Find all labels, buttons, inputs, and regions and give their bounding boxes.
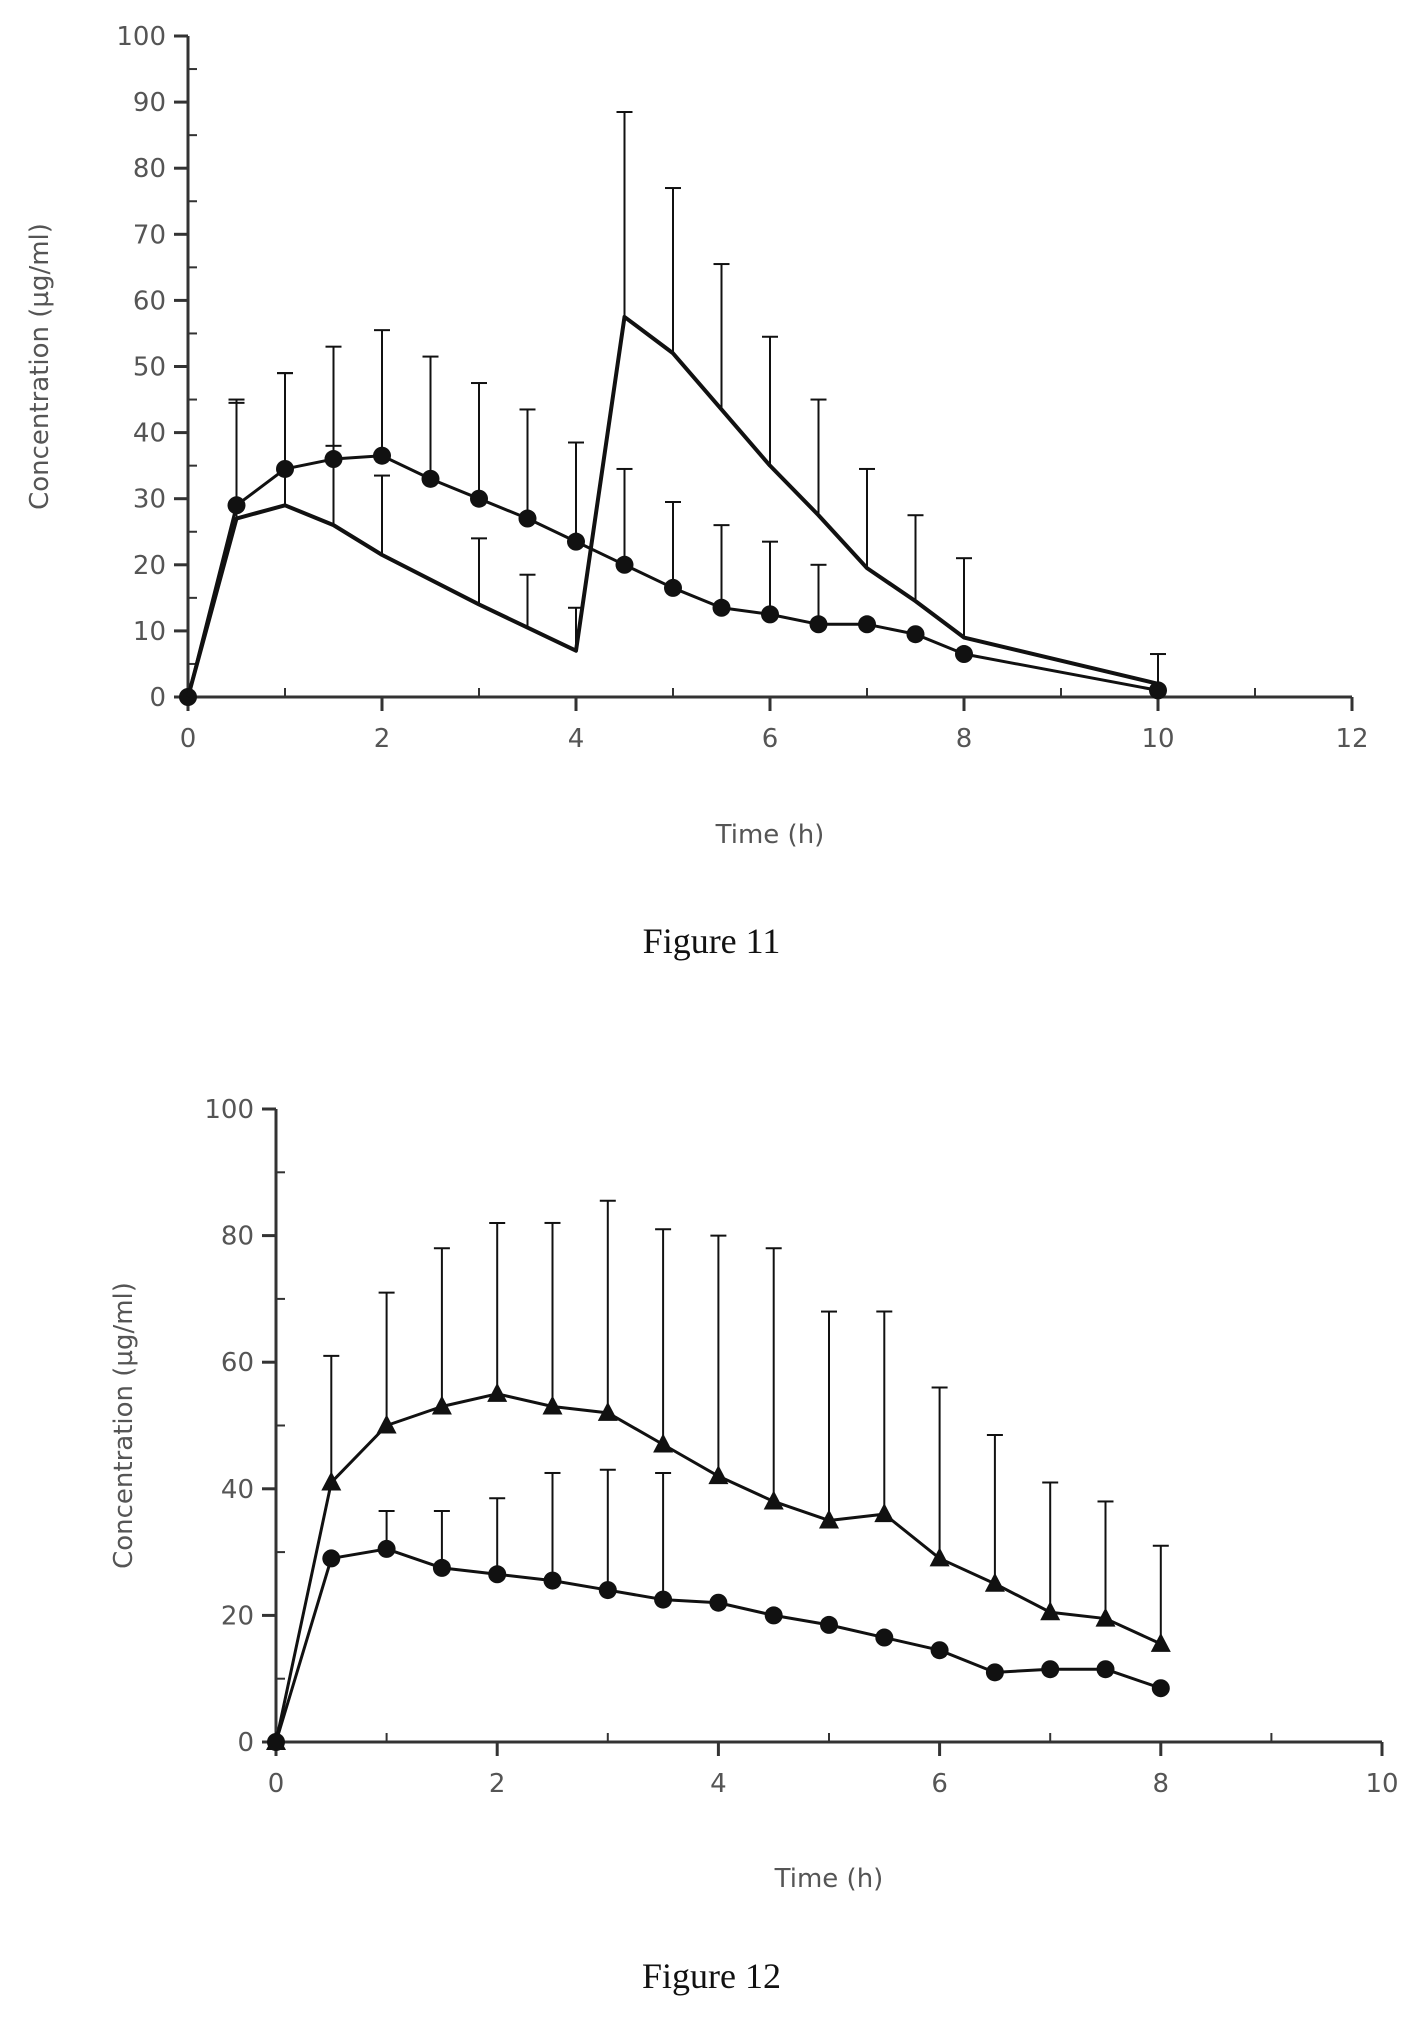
figure-11-caption: Figure 11 <box>642 921 781 961</box>
y-tick-label: 80 <box>133 154 166 184</box>
y-tick-label: 20 <box>221 1601 254 1631</box>
y-tick-label: 80 <box>221 1222 254 1252</box>
data-point-circle <box>930 1641 949 1660</box>
data-point-circle <box>377 1539 396 1558</box>
data-point-triangle <box>597 1401 618 1421</box>
data-point-circle <box>1096 1660 1115 1679</box>
y-tick-label: 100 <box>116 22 166 52</box>
data-point-circle <box>432 1558 451 1577</box>
data-point-triangle <box>874 1503 895 1523</box>
data-point-circle <box>1041 1660 1060 1679</box>
data-point-circle <box>567 532 585 551</box>
data-point-circle <box>373 446 391 465</box>
data-point-triangle <box>542 1395 563 1415</box>
x-tick-label: 6 <box>762 724 779 754</box>
x-tick-label: 10 <box>1365 1769 1398 1799</box>
data-point-triangle <box>708 1465 729 1485</box>
data-point-triangle <box>376 1414 397 1434</box>
data-point-triangle <box>321 1471 342 1491</box>
data-point-circle <box>709 1593 728 1612</box>
data-point-circle <box>488 1565 507 1584</box>
x-axis-title: Time (h) <box>715 820 825 850</box>
figure-12-chart: 0 20 40 60 80 100 0 2 4 6 8 10 Time (h) Concentration… <box>109 1095 1399 1894</box>
data-point-circle <box>615 555 634 574</box>
data-point-circle <box>598 1581 617 1600</box>
x-tick-label: 0 <box>180 724 197 754</box>
data-point-circle <box>761 605 779 624</box>
y-tick-label: 60 <box>133 286 166 316</box>
data-point-circle <box>906 625 925 644</box>
data-point-circle <box>664 578 682 597</box>
series-2-line <box>274 1547 1162 1743</box>
data-point-circle <box>470 489 488 508</box>
x-axis-title: Time (h) <box>774 1864 884 1894</box>
data-point-circle <box>543 1571 562 1590</box>
data-point-triangle <box>431 1395 452 1415</box>
x-tick-label: 6 <box>931 1769 948 1799</box>
x-tick-label: 2 <box>489 1769 506 1799</box>
x-tick-label: 4 <box>568 724 585 754</box>
data-point-circle <box>809 615 828 634</box>
data-point-triangle <box>487 1382 508 1402</box>
y-tick-label: 40 <box>221 1475 254 1505</box>
y-tick-label: 100 <box>204 1095 254 1125</box>
data-point-circle <box>712 598 731 617</box>
data-point-circle <box>1149 681 1167 700</box>
data-point-triangle <box>984 1572 1005 1592</box>
y-tick-label: 0 <box>237 1728 254 1758</box>
data-point-triangle <box>653 1433 674 1453</box>
data-point-circle <box>764 1606 783 1625</box>
data-point-triangle <box>1095 1607 1116 1627</box>
figure-11-chart: 0 10 20 30 40 50 60 70 80 90 100 0 2 4 6 8 10 12 Time (h) C… <box>25 22 1369 850</box>
data-point-circle <box>267 1733 285 1751</box>
data-point-circle <box>985 1663 1004 1682</box>
data-point-circle <box>858 615 876 634</box>
y-tick-label: 10 <box>133 617 166 647</box>
data-point-circle <box>322 1549 341 1568</box>
y-tick-label: 90 <box>133 88 166 118</box>
y-axis-title: Concentration (µg/ml) <box>109 1282 139 1569</box>
y-tick-label: 50 <box>133 353 166 383</box>
y-tick-label: 40 <box>133 419 166 449</box>
data-point-triangle <box>1040 1601 1061 1621</box>
y-tick-label: 30 <box>133 485 166 515</box>
y-tick-label: 60 <box>221 1348 254 1378</box>
data-point-triangle <box>929 1547 950 1567</box>
data-point-circle <box>518 509 537 528</box>
x-tick-label: 2 <box>374 724 391 754</box>
y-tick-label: 0 <box>149 683 166 713</box>
figure-12-caption: Figure 12 <box>642 1956 781 1996</box>
data-point-circle <box>654 1590 673 1609</box>
data-point-triangle <box>1150 1632 1171 1652</box>
data-point-triangle <box>763 1490 784 1510</box>
data-point-circle <box>820 1615 838 1634</box>
x-tick-label: 0 <box>268 1769 285 1799</box>
x-tick-label: 12 <box>1335 724 1368 754</box>
data-point-circle <box>955 645 973 664</box>
data-point-triangle <box>819 1509 839 1529</box>
x-tick-label: 10 <box>1141 724 1174 754</box>
y-tick-label: 70 <box>133 220 166 250</box>
data-point-circle <box>421 469 440 488</box>
x-tick-label: 4 <box>710 1769 727 1799</box>
y-axis-title: Concentration (µg/ml) <box>25 223 55 510</box>
data-point-circle <box>1151 1679 1170 1698</box>
series-2-line <box>186 314 1159 698</box>
data-point-circle <box>875 1628 894 1647</box>
y-tick-label: 20 <box>133 551 166 581</box>
x-tick-label: 8 <box>956 724 973 754</box>
x-tick-label: 8 <box>1153 1769 1170 1799</box>
